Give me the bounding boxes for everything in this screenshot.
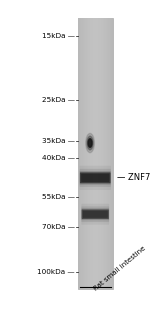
- Text: 35kDa —: 35kDa —: [42, 138, 75, 144]
- Bar: [111, 18, 112, 289]
- Bar: [98, 18, 99, 289]
- Bar: [103, 18, 104, 289]
- FancyBboxPatch shape: [83, 210, 108, 218]
- Bar: [91, 18, 92, 289]
- Text: 70kDa —: 70kDa —: [42, 224, 75, 230]
- Bar: [108, 18, 109, 289]
- Bar: [78, 18, 112, 289]
- Bar: [82, 18, 83, 289]
- Bar: [107, 18, 108, 289]
- Bar: [90, 18, 91, 289]
- FancyBboxPatch shape: [81, 208, 109, 220]
- Bar: [97, 18, 98, 289]
- Bar: [86, 18, 87, 289]
- Bar: [80, 18, 81, 289]
- Bar: [94, 18, 95, 289]
- FancyBboxPatch shape: [80, 166, 111, 190]
- Bar: [89, 18, 90, 289]
- Bar: [81, 18, 82, 289]
- Text: 15kDa —: 15kDa —: [42, 33, 75, 39]
- Circle shape: [87, 136, 93, 150]
- Circle shape: [88, 139, 92, 147]
- Circle shape: [88, 138, 92, 148]
- Text: 25kDa —: 25kDa —: [42, 97, 75, 103]
- FancyBboxPatch shape: [81, 174, 109, 182]
- Bar: [92, 18, 93, 289]
- Bar: [99, 18, 100, 289]
- Bar: [109, 18, 110, 289]
- Bar: [84, 18, 85, 289]
- Text: 100kDa —: 100kDa —: [37, 269, 75, 275]
- Bar: [105, 18, 106, 289]
- Bar: [100, 18, 101, 289]
- Bar: [88, 18, 89, 289]
- Bar: [79, 18, 80, 289]
- Bar: [85, 18, 86, 289]
- Bar: [95, 18, 96, 289]
- Bar: [87, 18, 88, 289]
- Bar: [93, 18, 94, 289]
- Text: 40kDa —: 40kDa —: [42, 155, 75, 161]
- Text: 55kDa —: 55kDa —: [42, 194, 75, 200]
- Text: Rat small intestine: Rat small intestine: [93, 245, 147, 292]
- Bar: [102, 18, 103, 289]
- Bar: [104, 18, 105, 289]
- FancyBboxPatch shape: [82, 209, 109, 219]
- Bar: [78, 18, 79, 289]
- FancyBboxPatch shape: [80, 169, 111, 187]
- Circle shape: [86, 134, 94, 153]
- FancyBboxPatch shape: [80, 171, 111, 185]
- Bar: [83, 18, 84, 289]
- Bar: [110, 18, 111, 289]
- Bar: [101, 18, 102, 289]
- FancyBboxPatch shape: [81, 206, 109, 222]
- Text: — ZNF785: — ZNF785: [117, 173, 150, 182]
- Bar: [96, 18, 97, 289]
- FancyBboxPatch shape: [80, 172, 111, 183]
- FancyBboxPatch shape: [81, 204, 109, 225]
- Bar: [106, 18, 107, 289]
